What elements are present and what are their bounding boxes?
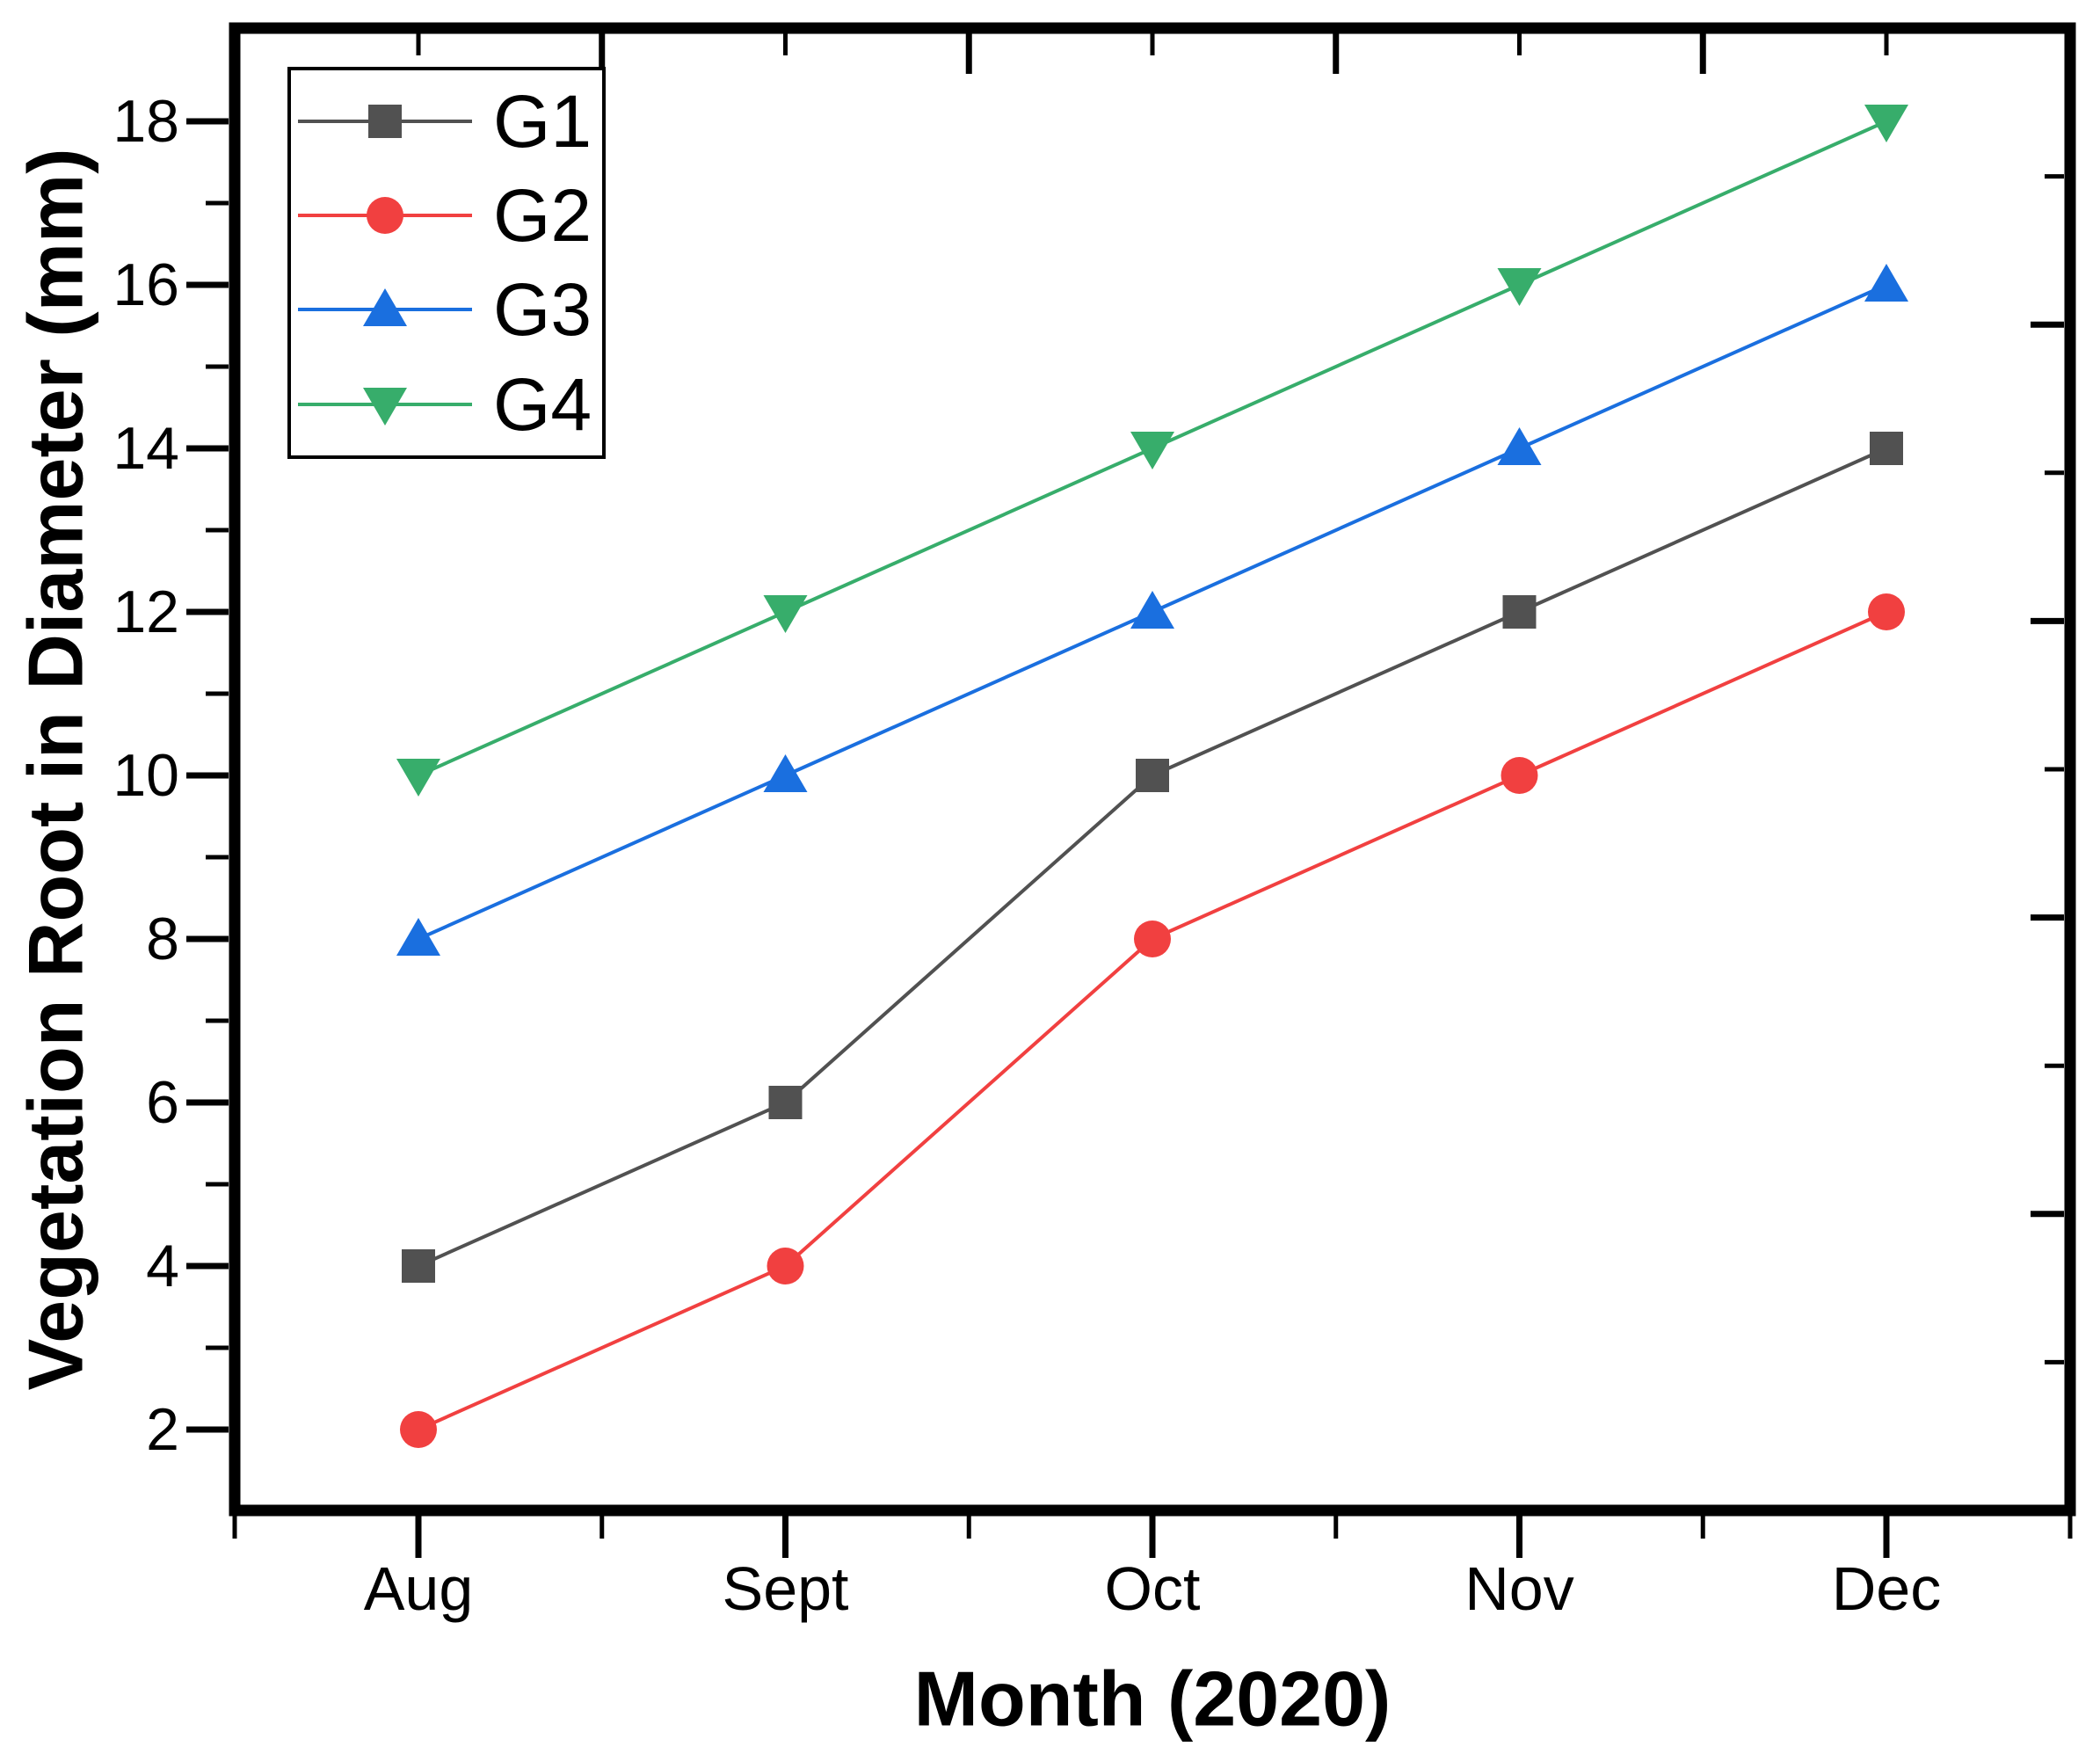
y-tick-label: 10 [113, 742, 179, 809]
y-tick-label: 12 [113, 579, 179, 645]
series-G4-marker [1130, 432, 1174, 469]
legend-label-G2: G2 [493, 174, 592, 257]
y-tick-label: 14 [113, 415, 179, 482]
series-G3-marker [1864, 264, 1908, 302]
y-tick-label: 18 [113, 88, 179, 155]
series-G1-marker [1136, 759, 1169, 792]
x-tick-label: Aug [364, 1554, 474, 1623]
legend-box [287, 67, 606, 459]
series-G4-marker [763, 595, 808, 633]
x-axis-title: Month (2020) [914, 1655, 1392, 1743]
y-axis-title: Vegetation Root in Diameter (mm) [12, 148, 99, 1390]
plot-border [229, 22, 2076, 1517]
x-tick-label: Sept [723, 1554, 849, 1623]
series-G4-marker [396, 759, 440, 797]
legend-marker-G2 [367, 197, 403, 234]
x-tick-label: Nov [1464, 1554, 1573, 1623]
legend-label-G4: G4 [493, 363, 592, 446]
series-G2-marker [1868, 593, 1905, 630]
series-G1-marker [402, 1249, 435, 1283]
series-G3-marker [1130, 591, 1174, 629]
series-G1-marker [1502, 595, 1537, 629]
series-G3-marker [763, 754, 808, 792]
legend-marker-G1 [368, 105, 402, 138]
series-G2-line [418, 610, 1887, 1431]
series-G4-marker [1497, 268, 1542, 306]
x-tick-label: Dec [1832, 1554, 1941, 1623]
y-tick-label: 4 [146, 1233, 179, 1299]
series-G2-marker [400, 1411, 437, 1448]
legend-label-G3: G3 [493, 268, 592, 351]
legend-marker-G4 [363, 388, 407, 426]
series-G1-marker [1870, 432, 1903, 465]
legend-marker-G3 [363, 288, 407, 326]
series-G2-marker [1501, 757, 1538, 794]
series-G3-marker [1497, 427, 1542, 465]
series-G2-marker [767, 1248, 804, 1284]
y-tick-label: 8 [146, 906, 179, 972]
series-G1-marker [768, 1086, 803, 1119]
y-tick-label: 6 [146, 1069, 179, 1136]
series-G3-marker [396, 918, 440, 956]
x-tick-label: Oct [1105, 1554, 1201, 1623]
y-tick-label: 16 [113, 251, 179, 318]
y-tick-label: 2 [146, 1396, 179, 1463]
series-G2-marker [1134, 921, 1171, 957]
series-G1-line [418, 447, 1887, 1268]
series-G4-marker [1864, 105, 1908, 142]
legend-label-G1: G1 [493, 80, 592, 163]
